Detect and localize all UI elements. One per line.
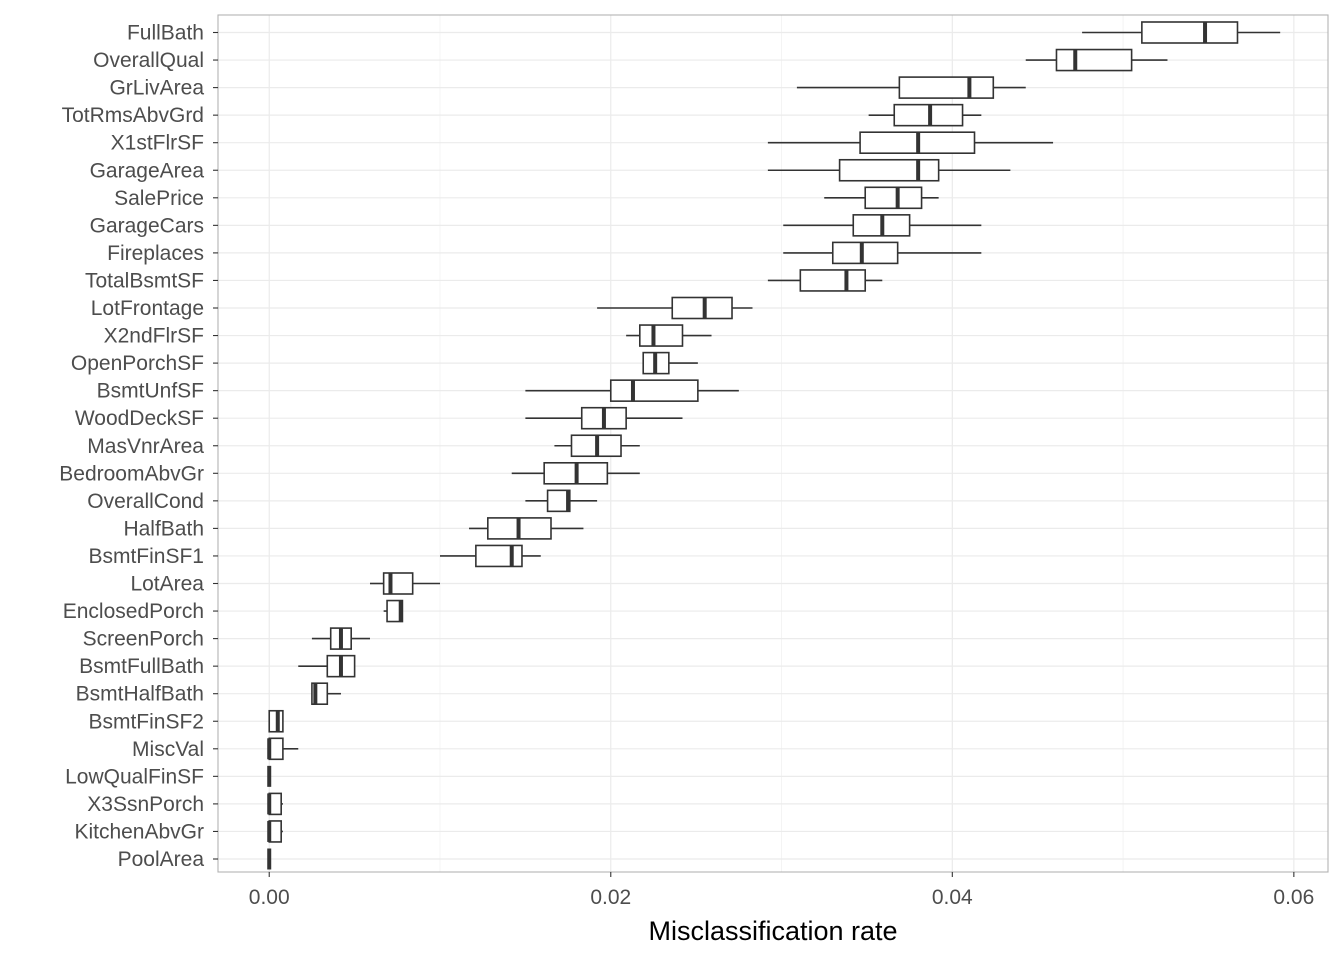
y-tick-label: EnclosedPorch <box>63 600 204 623</box>
box-iqr <box>838 158 940 182</box>
box-FullBath <box>1082 21 1281 44</box>
box-TotalBsmtSF <box>767 269 883 292</box>
box-iqr <box>831 241 899 265</box>
x-tick-label: 0.00 <box>249 886 290 909</box>
box-HalfBath <box>469 517 584 540</box>
y-tick-label: GarageArea <box>90 159 205 182</box>
y-tick-label: MiscVal <box>132 738 204 761</box>
box-Fireplaces <box>783 241 982 265</box>
panel-border <box>217 14 1329 873</box>
box-iqr <box>609 379 699 402</box>
x-axis-title: Misclassification rate <box>648 916 897 946</box>
y-tick-label: Fireplaces <box>107 242 204 265</box>
box-LotArea <box>369 572 440 595</box>
box-X1stFlrSF <box>767 131 1054 154</box>
y-tick-label: PoolArea <box>118 848 205 871</box>
y-tick-label: BsmtFullBath <box>79 655 204 678</box>
box-BsmtFinSF1 <box>440 544 541 568</box>
box-SalePrice <box>824 186 939 210</box>
box-iqr <box>671 296 733 320</box>
y-tick-label: BsmtFinSF2 <box>88 710 204 733</box>
box-iqr <box>382 572 414 595</box>
box-TotRmsAbvGrd <box>868 103 982 127</box>
y-tick-label: FullBath <box>127 22 204 45</box>
y-tick-label: BsmtFinSF1 <box>88 545 204 568</box>
y-tick-label: GrLivArea <box>109 77 204 100</box>
y-tick-label: BsmtUnfSF <box>97 380 204 403</box>
y-tick-label: LowQualFinSF <box>65 765 204 788</box>
x-tick-label: 0.04 <box>932 886 973 909</box>
box-iqr <box>864 186 923 210</box>
box-WoodDeckSF <box>525 406 683 430</box>
box-GarageArea <box>767 158 1011 182</box>
y-axis-ticks: FullBath OverallQual GrLivArea TotRmsAbvGrd… <box>59 22 218 871</box>
y-tick-label: X3SsnPorch <box>87 793 204 816</box>
box-iqr <box>799 269 867 292</box>
box-X3SsnPorch <box>267 792 283 816</box>
y-tick-label: GarageCars <box>90 214 204 237</box>
box-OverallCond <box>525 489 598 513</box>
y-tick-label: OpenPorchSF <box>71 352 204 375</box>
y-tick-label: X2ndFlrSF <box>104 325 204 348</box>
box-BsmtFullBath <box>298 654 356 678</box>
box-ScreenPorch <box>311 627 370 650</box>
box-GarageCars <box>783 214 982 237</box>
box-iqr <box>268 737 284 761</box>
y-tick-label: BedroomAbvGr <box>59 462 204 485</box>
box-BsmtUnfSF <box>525 379 739 402</box>
y-tick-label: MasVnrArea <box>87 435 204 458</box>
box-X2ndFlrSF <box>626 324 712 347</box>
y-tick-label: HalfBath <box>123 517 204 540</box>
x-tick-label: 0.02 <box>590 886 631 909</box>
box-BedroomAbvGr <box>511 461 640 485</box>
y-tick-label: TotRmsAbvGrd <box>62 104 204 127</box>
box-OverallQual <box>1025 48 1168 72</box>
grid-minor <box>439 15 1124 872</box>
box-LotFrontage <box>597 296 753 320</box>
box-iqr <box>1055 48 1133 72</box>
box-GrLivArea <box>796 76 1026 99</box>
box-EnclosedPorch <box>383 599 404 623</box>
grid-major <box>218 15 1328 872</box>
y-tick-label: BsmtHalfBath <box>76 683 204 706</box>
y-tick-label: LotFrontage <box>91 297 204 320</box>
box-BsmtFinSF2 <box>268 709 284 733</box>
box-BsmtHalfBath <box>311 682 341 706</box>
y-tick-label: ScreenPorch <box>83 628 204 651</box>
y-tick-label: LotArea <box>130 573 204 596</box>
box-iqr <box>898 76 995 99</box>
box-MiscVal <box>267 737 299 761</box>
y-tick-label: TotalBsmtSF <box>85 269 204 292</box>
y-tick-label: X1stFlrSF <box>111 132 204 155</box>
box-MasVnrArea <box>554 434 640 458</box>
y-tick-label: WoodDeckSF <box>75 407 204 430</box>
box-OpenPorchSF <box>642 351 698 375</box>
box-KitchenAbvGr <box>267 820 283 843</box>
y-tick-label: KitchenAbvGr <box>74 820 204 843</box>
box-iqr <box>475 544 523 568</box>
x-axis-ticks: 0.00 0.02 0.04 0.06 <box>249 872 1314 909</box>
x-tick-label: 0.06 <box>1273 886 1314 909</box>
box-iqr <box>1141 21 1239 44</box>
y-tick-label: OverallQual <box>93 49 204 72</box>
y-tick-label: OverallCond <box>87 490 204 513</box>
box-series <box>267 21 1281 870</box>
box-iqr <box>638 324 684 347</box>
y-tick-label: SalePrice <box>114 187 204 210</box>
